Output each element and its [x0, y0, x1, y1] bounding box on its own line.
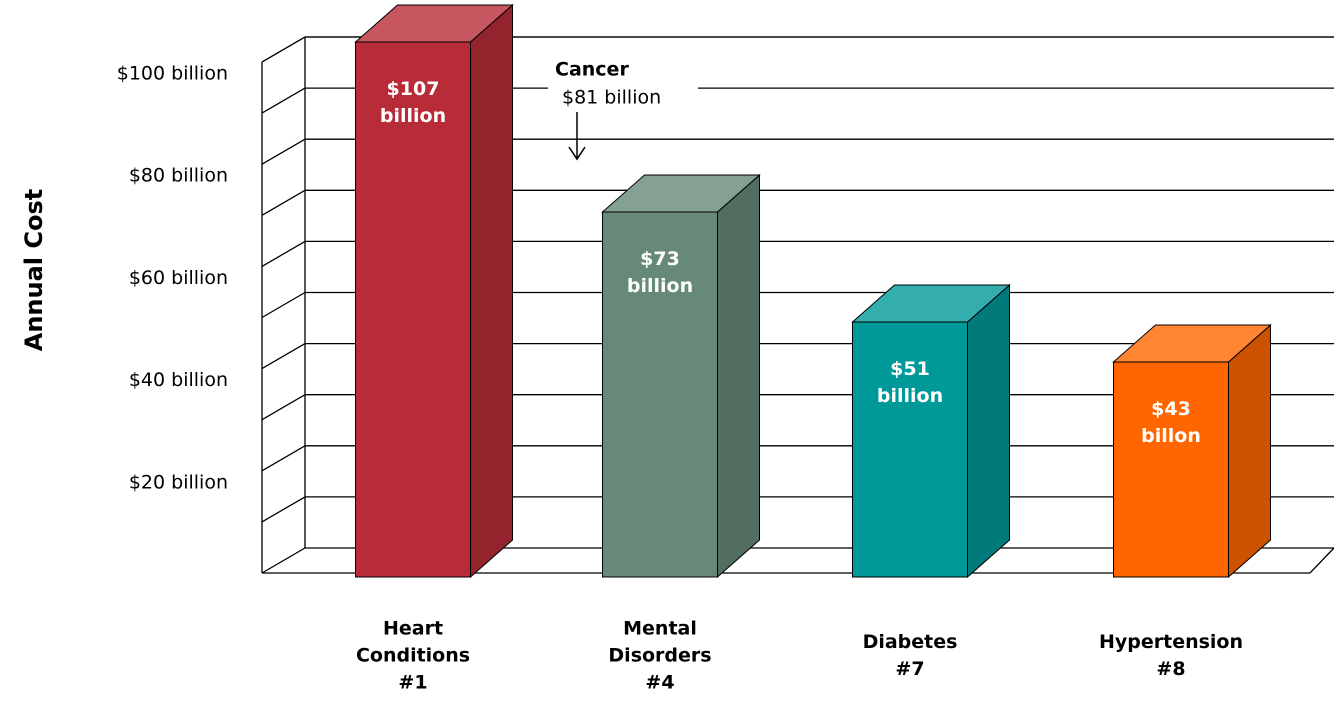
grid-line [261, 189, 306, 216]
category-rank: #7 [895, 658, 925, 680]
value-label: $43 billon [1141, 398, 1201, 447]
category-rank: #1 [398, 671, 428, 694]
category-name: Diabetes [862, 631, 958, 653]
grid-line [261, 291, 306, 319]
y-tick-label: $40 billion [129, 369, 228, 391]
grid-line [261, 394, 306, 421]
x-tick-label: Diabetes #7 [863, 629, 958, 683]
grid-line [261, 445, 306, 472]
bar-side [1228, 323, 1271, 579]
grid-line [261, 87, 306, 114]
bar [1113, 361, 1229, 578]
y-tick-label: $80 billion [129, 165, 228, 187]
value-label: $107 billion [379, 78, 447, 127]
grid-line [261, 343, 306, 370]
bar-side [470, 3, 513, 579]
x-tick-label: Heart Conditions #1 [356, 616, 470, 697]
value-label: $51 billion [876, 358, 944, 407]
bar-side [717, 173, 760, 579]
annotation-bg [548, 58, 698, 113]
value-label: $73 billion [626, 248, 694, 297]
category-name: Hypertension [1098, 631, 1244, 653]
category-rank: #8 [1156, 658, 1186, 680]
annotation-value: $81 billion [562, 87, 661, 109]
bar [355, 41, 471, 578]
bar [852, 321, 968, 578]
grid-line [261, 240, 306, 267]
y-tick-label: $20 billion [129, 471, 228, 493]
grid-line [261, 496, 306, 523]
grid-line [261, 138, 306, 165]
annotation-label: Cancer [555, 59, 629, 81]
annotation-arrowhead [568, 146, 586, 161]
bar [602, 211, 718, 578]
bar-side [967, 283, 1010, 579]
y-axis-label: Annual Cost [20, 189, 48, 351]
grid-line [261, 36, 306, 63]
y-tick-label: $60 billion [129, 267, 228, 289]
category-name: Heart Conditions [355, 617, 471, 667]
y-tick-label: $100 billion [117, 63, 228, 85]
x-tick-label: Hypertension #8 [1099, 629, 1243, 683]
category-name: Mental Disorders [608, 617, 712, 667]
category-rank: #4 [645, 671, 675, 694]
x-tick-label: Mental Disorders #4 [608, 616, 711, 697]
